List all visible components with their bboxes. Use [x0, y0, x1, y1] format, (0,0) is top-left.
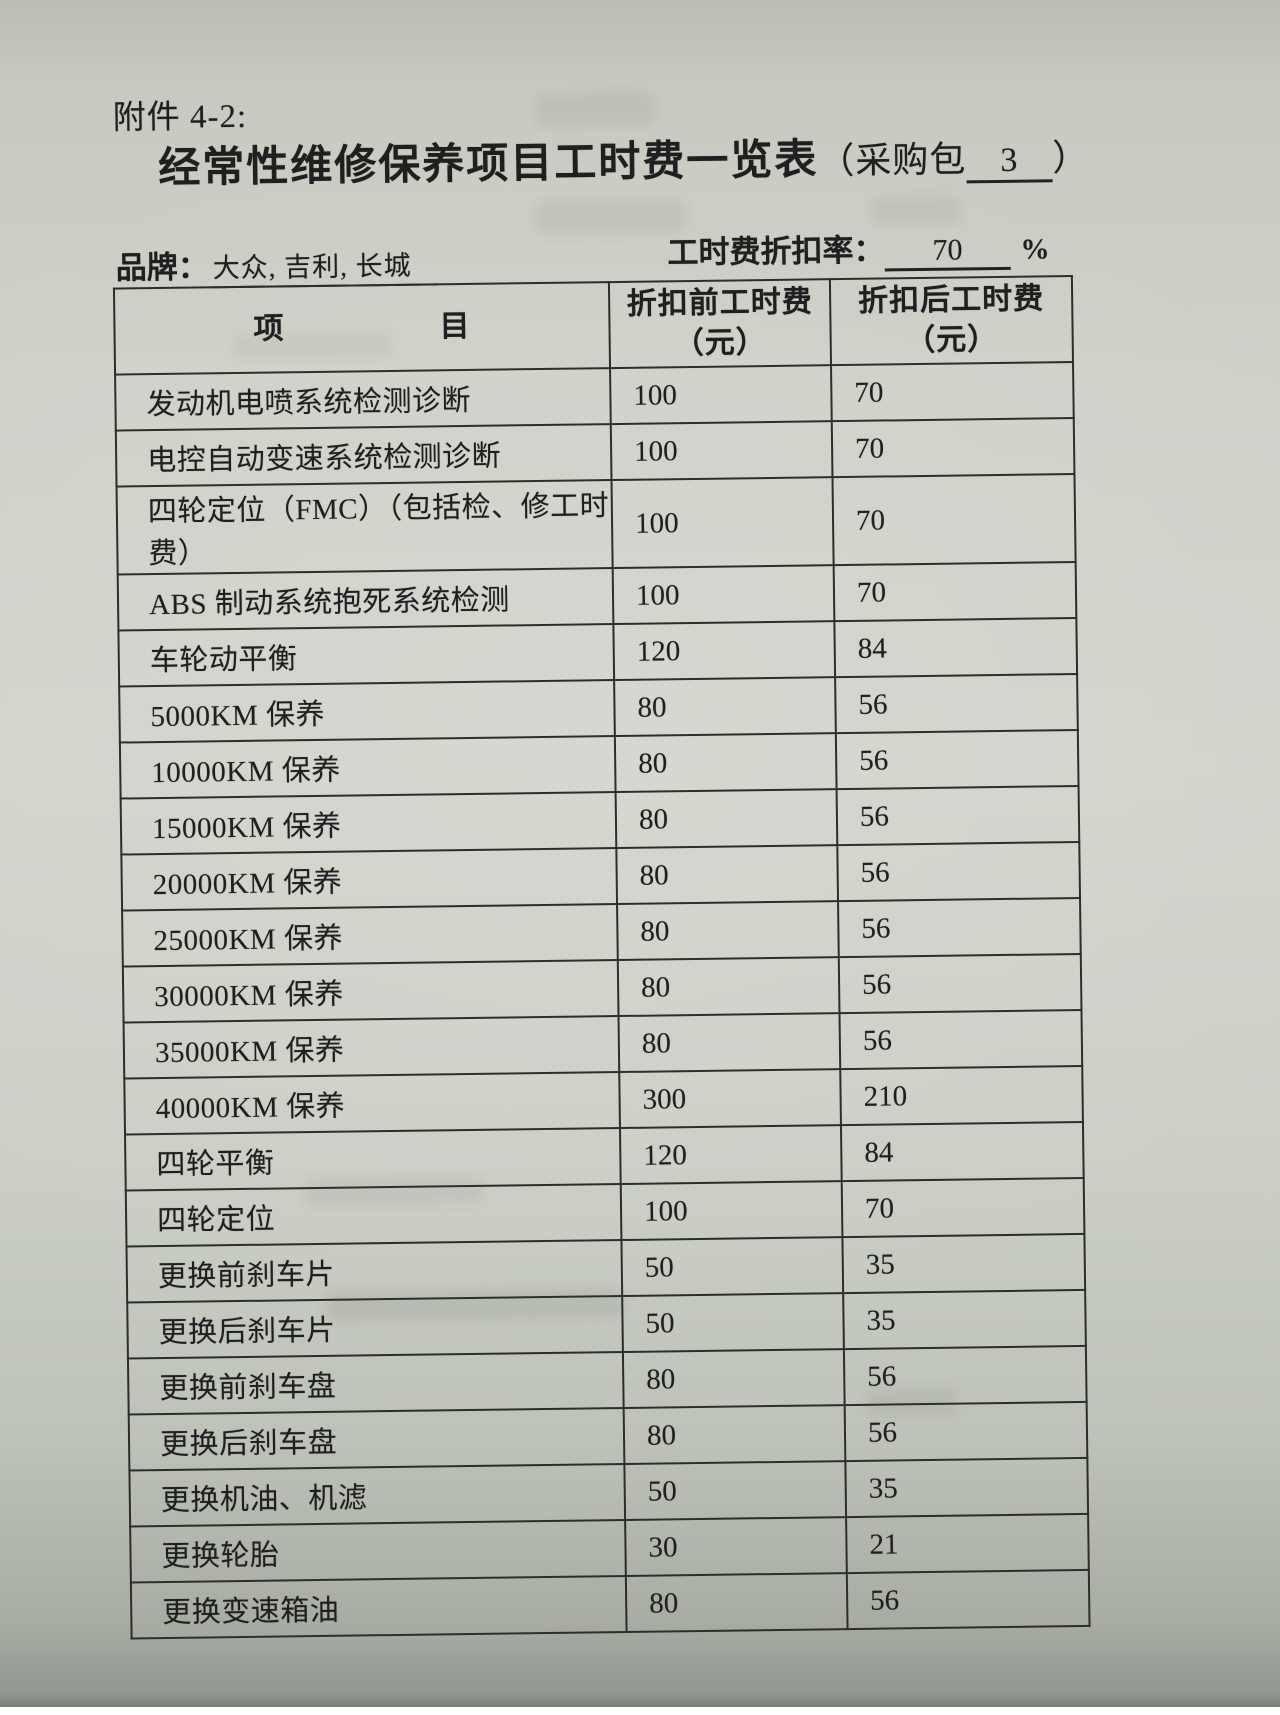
- header-after-discount: 折扣后工时费 （元）: [829, 276, 1073, 366]
- table-row: 更换变速箱油 80 56: [130, 1569, 1090, 1639]
- page-title: 经常性维修保养项目工时费一览表（采购包 3）: [158, 122, 1090, 195]
- after-cost-cell: 84: [834, 618, 1078, 678]
- before-cost-cell: 80: [615, 789, 838, 849]
- item-cell: 更换前刹车片: [126, 1240, 623, 1303]
- discount-rate-unit: %: [1020, 233, 1050, 266]
- after-cost-cell: 56: [837, 841, 1081, 902]
- before-cost-cell: 300: [619, 1069, 841, 1129]
- item-cell: 35000KM 保养: [123, 1016, 620, 1079]
- package-suffix: ）: [1052, 137, 1090, 179]
- after-cost-cell: 56: [839, 1009, 1083, 1070]
- after-cost-cell: 70: [831, 418, 1075, 478]
- item-cell: 四轮定位: [125, 1184, 622, 1247]
- after-cost-cell: 35: [845, 1457, 1089, 1518]
- bleed-through-smudge: [870, 195, 962, 227]
- before-cost-cell: 80: [617, 901, 839, 961]
- after-cost-cell: 56: [836, 785, 1080, 846]
- after-cost-cell: 56: [844, 1401, 1088, 1462]
- item-cell: 5000KM 保养: [119, 680, 615, 743]
- package-number: 3: [966, 142, 1053, 184]
- item-cell: 更换机油、机滤: [129, 1463, 626, 1527]
- brand-value: 大众, 吉利, 长城: [208, 250, 438, 289]
- after-cost-cell: 210: [840, 1065, 1083, 1126]
- item-cell: 40000KM 保养: [124, 1072, 620, 1135]
- after-cost-cell: 56: [835, 673, 1078, 734]
- before-cost-cell: 80: [616, 845, 839, 905]
- item-cell: 15000KM 保养: [120, 792, 617, 855]
- after-cost-cell: 56: [846, 1569, 1090, 1630]
- before-cost-cell: 80: [618, 1013, 841, 1073]
- before-cost-cell: 80: [614, 677, 836, 737]
- before-cost-cell: 100: [610, 421, 833, 481]
- labor-cost-table: 项 目 折扣前工时费 （元） 折扣后工时费 （元） 发动机电喷系统检测诊断 100…: [113, 275, 1091, 1639]
- after-cost-cell: 70: [832, 474, 1076, 566]
- brand-label: 品牌：: [115, 249, 209, 286]
- item-cell: 10000KM 保养: [119, 736, 616, 799]
- before-cost-cell: 100: [612, 565, 835, 625]
- attachment-label: 附件 4-2:: [112, 98, 248, 137]
- item-cell: 更换变速箱油: [130, 1575, 627, 1639]
- after-cost-cell: 84: [840, 1121, 1084, 1182]
- after-cost-cell: 56: [838, 953, 1082, 1014]
- after-cost-cell: 70: [831, 362, 1074, 422]
- item-cell: 四轮定位（FMC）（包括检、修工时费）: [116, 480, 613, 575]
- before-cost-cell: 120: [613, 621, 836, 681]
- discount-line: 工时费折扣率： 70%: [667, 222, 1050, 274]
- item-cell: 四轮平衡: [125, 1128, 621, 1191]
- before-cost-cell: 80: [614, 733, 837, 793]
- before-cost-cell: 50: [621, 1237, 844, 1297]
- header-before-discount: 折扣前工时费 （元）: [608, 279, 832, 369]
- package-label: （采购包 3）: [818, 137, 1090, 184]
- before-cost-cell: 100: [610, 365, 832, 425]
- item-cell: 20000KM 保养: [121, 848, 618, 911]
- before-cost-cell: 80: [623, 1405, 846, 1464]
- before-cost-cell: 80: [622, 1349, 845, 1408]
- after-cost-cell: 56: [843, 1345, 1087, 1406]
- after-cost-cell: 56: [835, 729, 1079, 790]
- discount-rate-value: 70: [884, 233, 1011, 272]
- item-cell: 更换前刹车盘: [127, 1352, 624, 1415]
- item-cell: 更换后刹车片: [127, 1296, 623, 1359]
- item-cell: 30000KM 保养: [122, 960, 619, 1023]
- header-item: 项 目: [113, 282, 611, 375]
- brand-line: 品牌： 大众, 吉利, 长城: [115, 238, 438, 289]
- item-cell: 更换后刹车盘: [128, 1407, 625, 1471]
- before-cost-cell: 50: [624, 1461, 847, 1520]
- table-header-row: 项 目 折扣前工时费 （元） 折扣后工时费 （元）: [113, 276, 1073, 375]
- after-cost-cell: 70: [841, 1177, 1085, 1238]
- after-cost-cell: 21: [846, 1513, 1089, 1574]
- before-cost-cell: 100: [620, 1181, 843, 1241]
- bleed-through-smudge: [535, 199, 687, 236]
- item-cell: 电控自动变速系统检测诊断: [115, 424, 612, 487]
- before-cost-cell: 80: [617, 957, 840, 1017]
- item-cell: 车轮动平衡: [118, 624, 615, 687]
- after-cost-cell: 70: [833, 562, 1077, 622]
- table-row: 四轮定位（FMC）（包括检、修工时费） 100 70: [116, 474, 1076, 575]
- package-prefix: （采购包: [818, 139, 967, 182]
- discount-rate-label: 工时费折扣率：: [667, 232, 885, 271]
- before-cost-cell: 50: [622, 1293, 844, 1353]
- after-cost-cell: 56: [838, 897, 1081, 958]
- item-cell: 更换轮胎: [130, 1519, 626, 1583]
- before-cost-cell: 120: [619, 1125, 842, 1185]
- before-cost-cell: 80: [625, 1573, 848, 1632]
- bleed-through-smudge: [534, 91, 655, 128]
- before-cost-cell: 100: [611, 477, 834, 569]
- item-cell: 25000KM 保养: [122, 904, 618, 967]
- page-title-text: 经常性维修保养项目工时费一览表: [158, 137, 819, 192]
- after-cost-cell: 35: [842, 1233, 1086, 1294]
- after-cost-cell: 35: [843, 1289, 1086, 1350]
- item-cell: ABS 制动系统抱死系统检测: [117, 568, 614, 631]
- before-cost-cell: 30: [625, 1517, 847, 1576]
- table-header: 项 目 折扣前工时费 （元） 折扣后工时费 （元）: [113, 276, 1073, 375]
- item-cell: 发动机电喷系统检测诊断: [115, 368, 611, 431]
- table-body: 发动机电喷系统检测诊断 100 70 电控自动变速系统检测诊断 100 70 四轮定位（FM…: [115, 362, 1090, 1639]
